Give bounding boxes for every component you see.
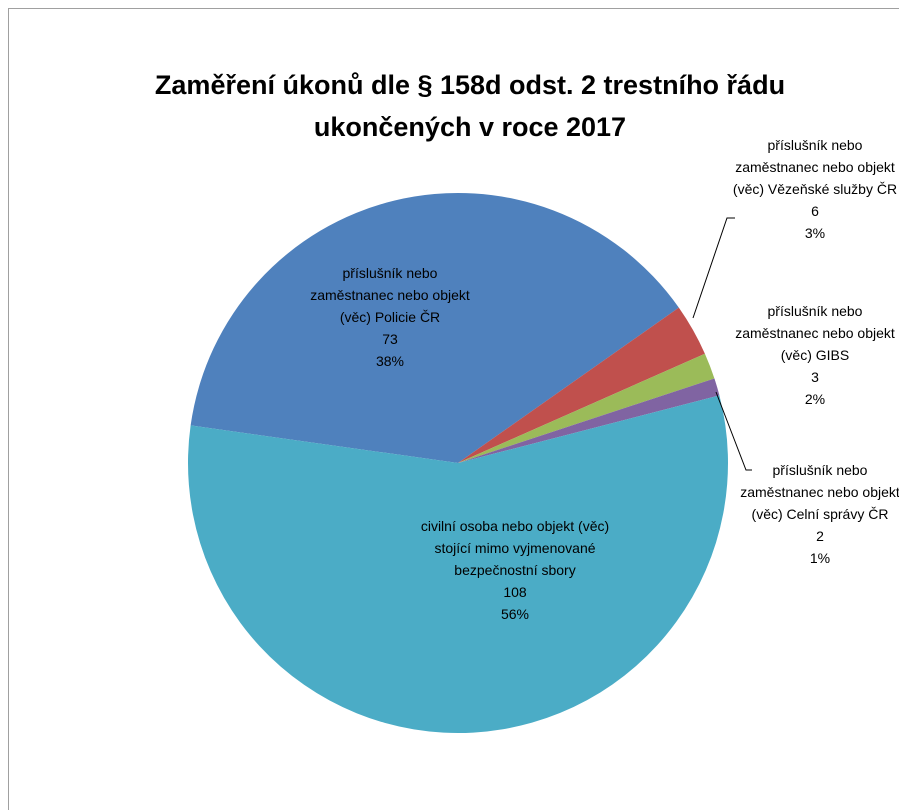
category-label: příslušník nebo zaměstnanec nebo objekt … <box>740 462 899 522</box>
value-label: 108 <box>503 584 527 600</box>
chart-frame <box>8 8 899 810</box>
value-label: 73 <box>382 331 398 347</box>
pie-slice <box>190 193 679 463</box>
percent-label: 2% <box>804 391 826 407</box>
leader-line <box>715 391 752 471</box>
percent-label: 56% <box>500 606 530 622</box>
data-label: příslušník nebo zaměstnanec nebo objekt … <box>735 459 899 569</box>
percent-label: 38% <box>375 353 405 369</box>
data-label: příslušník nebo zaměstnanec nebo objekt … <box>730 134 899 244</box>
leader-line <box>692 217 735 319</box>
category-label: příslušník nebo zaměstnanec nebo objekt … <box>735 303 895 363</box>
data-label: civilní osoba nebo objekt (věc) stojící … <box>420 515 610 625</box>
value-label: 3 <box>811 369 819 385</box>
value-label: 2 <box>816 528 824 544</box>
pie-slice <box>458 353 715 463</box>
pie-slice <box>187 395 728 734</box>
chart-title: Zaměření úkonů dle § 158d odst. 2 trestn… <box>154 70 786 142</box>
pie-slice <box>458 378 720 463</box>
category-label: civilní osoba nebo objekt (věc) stojící … <box>420 518 610 578</box>
data-label: příslušník nebo zaměstnanec nebo objekt … <box>730 300 899 410</box>
category-label: příslušník nebo zaměstnanec nebo objekt … <box>310 265 470 325</box>
percent-label: 1% <box>809 550 831 566</box>
pie-slice <box>458 307 705 463</box>
value-label: 6 <box>811 203 819 219</box>
data-label: příslušník nebo zaměstnanec nebo objekt … <box>300 262 480 372</box>
percent-label: 3% <box>804 225 826 241</box>
category-label: příslušník nebo zaměstnanec nebo objekt … <box>732 137 898 197</box>
